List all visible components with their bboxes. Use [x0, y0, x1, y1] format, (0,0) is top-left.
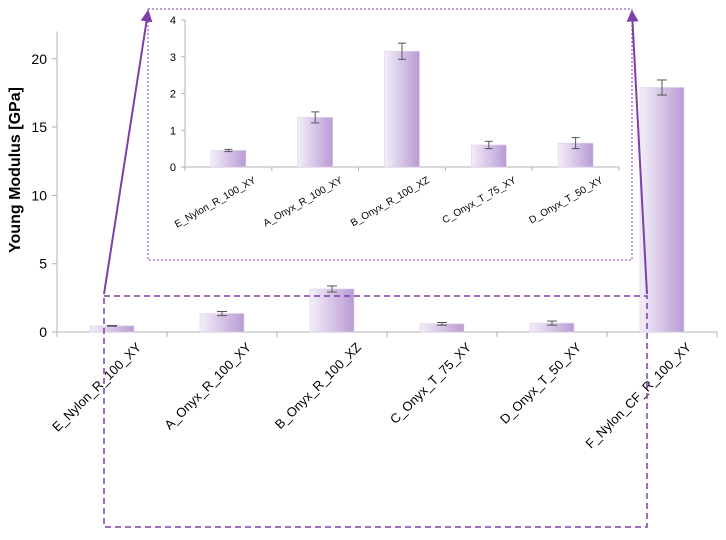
inset-y-tick-label: 1	[170, 125, 176, 137]
zoom-callout	[103, 9, 648, 528]
x-tick-label: A_Onyx_R_100_XY	[161, 339, 254, 432]
x-tick-label: E_Nylon_R_100_XY	[49, 339, 144, 434]
y-tick-label: 15	[31, 119, 47, 135]
inset-bar	[297, 117, 334, 168]
y-tick-label: 0	[39, 324, 47, 340]
x-tick-label: C_Onyx_T_75_XY	[387, 339, 474, 426]
x-tick-label: D_Onyx_T_50_XY	[497, 339, 584, 426]
bar	[89, 325, 135, 333]
inset-y-tick-label: 2	[170, 89, 176, 101]
inset-bar	[210, 150, 247, 168]
zoom-arrow-right	[626, 9, 648, 295]
bar	[199, 313, 245, 333]
zoom-arrow-left	[103, 9, 153, 295]
x-tick-label: F_Nylon_CF_R_100_XY	[582, 339, 694, 451]
y-tick-label: 20	[31, 51, 47, 67]
inset-y-tick-label: 3	[170, 52, 176, 64]
y-tick-label: 10	[31, 187, 47, 203]
inset-bar	[384, 50, 420, 168]
zoom-region-frame	[103, 295, 648, 528]
inset-y-tick-label: 0	[170, 162, 176, 174]
y-axis-title: Young Modulus [GPa]	[7, 87, 24, 253]
y-tick-label: 5	[39, 256, 47, 272]
x-tick-label: B_Onyx_R_100_XZ	[272, 339, 364, 431]
inset-y-tick-label: 4	[170, 15, 176, 27]
